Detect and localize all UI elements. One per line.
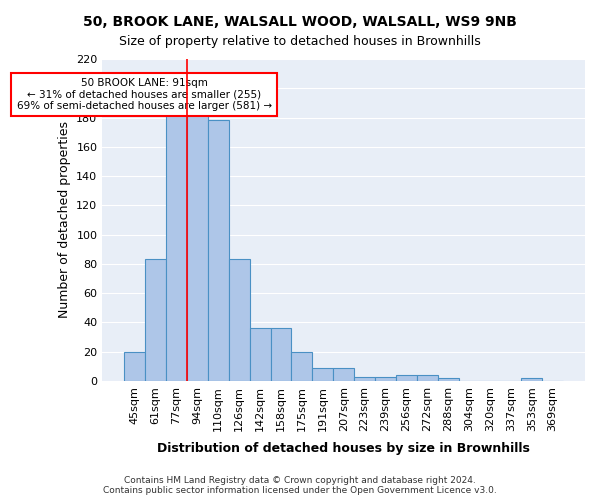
Bar bbox=[375, 376, 396, 381]
Bar bbox=[145, 260, 166, 381]
Text: 50, BROOK LANE, WALSALL WOOD, WALSALL, WS9 9NB: 50, BROOK LANE, WALSALL WOOD, WALSALL, W… bbox=[83, 15, 517, 29]
Y-axis label: Number of detached properties: Number of detached properties bbox=[58, 122, 71, 318]
Bar bbox=[229, 260, 250, 381]
Bar bbox=[271, 328, 292, 381]
Bar bbox=[208, 120, 229, 381]
Bar bbox=[313, 368, 333, 381]
Text: Size of property relative to detached houses in Brownhills: Size of property relative to detached ho… bbox=[119, 35, 481, 48]
Text: Contains HM Land Registry data © Crown copyright and database right 2024.
Contai: Contains HM Land Registry data © Crown c… bbox=[103, 476, 497, 495]
Bar bbox=[166, 113, 187, 381]
X-axis label: Distribution of detached houses by size in Brownhills: Distribution of detached houses by size … bbox=[157, 442, 530, 455]
Text: 50 BROOK LANE: 91sqm
← 31% of detached houses are smaller (255)
69% of semi-deta: 50 BROOK LANE: 91sqm ← 31% of detached h… bbox=[17, 78, 272, 111]
Bar bbox=[124, 352, 145, 381]
Bar bbox=[292, 352, 313, 381]
Bar bbox=[437, 378, 458, 381]
Bar bbox=[417, 375, 437, 381]
Bar bbox=[250, 328, 271, 381]
Bar bbox=[187, 113, 208, 381]
Bar bbox=[396, 375, 417, 381]
Bar bbox=[521, 378, 542, 381]
Bar bbox=[333, 368, 354, 381]
Bar bbox=[354, 376, 375, 381]
